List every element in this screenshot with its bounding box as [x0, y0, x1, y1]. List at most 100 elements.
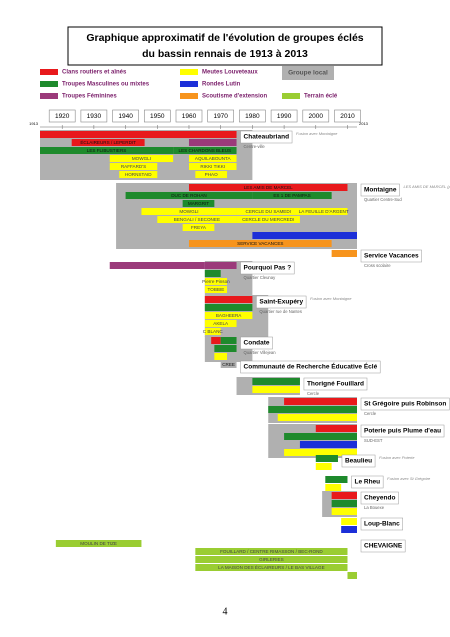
period-bar [277, 414, 357, 421]
group-note: Fusion avec Poterie [379, 455, 415, 460]
legend-swatch [282, 66, 334, 80]
period-bar [299, 208, 348, 215]
period-bar [141, 208, 237, 215]
period-bar [341, 526, 357, 533]
bar-label: LA MAISON DES ÉCLAIREURS / LE BAS VILLAG… [218, 564, 324, 570]
period-bar [40, 147, 174, 154]
decade-box [239, 109, 266, 123]
bar-label: SERVICE VACANCES [237, 241, 283, 246]
bar-label: ES 1 DE PAMPAS [273, 193, 310, 198]
legend-label: Groupe local [288, 70, 328, 77]
legend-swatch [282, 93, 300, 99]
bar-label: CERCLE DU SAMEDI [246, 209, 291, 214]
group-title: Beaulieu [345, 458, 372, 465]
group-title: St Grégoire puis Robinson [364, 401, 446, 408]
x-tick-label: 1930 [87, 113, 102, 120]
decade-box [175, 109, 203, 123]
decade-box [302, 109, 330, 123]
bar-label: MARGRIT [188, 201, 209, 206]
period-bar [119, 171, 158, 178]
bar-label: RAFFARD'S [121, 164, 146, 169]
group-box [360, 424, 445, 438]
period-bar [204, 320, 237, 327]
group-box [360, 539, 406, 553]
bar-label: AQUILABOUNTA [195, 156, 232, 161]
decade-box [207, 109, 234, 123]
legend-label: Scoutisme d'extension [202, 94, 267, 100]
page-number: 4 [223, 606, 228, 617]
group-subtitle: Quartier Cleunay [244, 275, 277, 280]
group-title: Chateaubriand [244, 134, 290, 141]
period-bar [214, 345, 237, 352]
period-bar [252, 378, 300, 385]
group-box [240, 261, 295, 275]
legend-label: Rondes Lutin [202, 82, 241, 88]
decade-box [48, 109, 76, 123]
period-bar [347, 572, 357, 579]
period-bar [195, 564, 348, 571]
period-bar [188, 139, 237, 146]
group-box [360, 491, 399, 505]
group-subtitle: Centre-ville [244, 144, 266, 149]
bar-label: LA FEUILLE D'ARGENT [299, 209, 349, 214]
bar-label: FREYA [191, 225, 207, 230]
group-box [360, 517, 403, 531]
group-box [256, 295, 307, 309]
group-box [240, 360, 381, 374]
period-bar [331, 508, 357, 515]
group-title: Pourquoi Pas ? [244, 265, 292, 272]
bar-label: MOWGLI [132, 156, 151, 161]
legend-swatch [180, 93, 198, 99]
group-title: Montaigne [364, 187, 397, 194]
period-bar [236, 208, 300, 215]
group-title: Service Vacances [364, 253, 419, 260]
period-bar [204, 262, 237, 269]
period-bar [188, 240, 332, 247]
title-box [67, 26, 383, 66]
period-bar [284, 398, 357, 405]
group-note: Fusion avec Montaigne [310, 296, 352, 301]
x-tick-label: 1940 [118, 113, 133, 120]
group-title: Cheyendo [364, 495, 395, 502]
period-bar [188, 163, 237, 170]
period-bar [252, 192, 332, 199]
group-title: Poterie puis Plume d'eau [364, 428, 441, 435]
group-title: Saint-Exupéry [259, 299, 303, 306]
bar-label: PHAO [205, 172, 218, 177]
period-bar [195, 171, 228, 178]
x-tick-label: 2000 [309, 113, 324, 120]
legend-swatch [180, 69, 198, 75]
group-box [240, 336, 273, 350]
period-bar [204, 270, 221, 277]
group-title: Condate [244, 340, 270, 347]
group-subtitle: La Bouexe [364, 505, 385, 510]
bar-label: CERCLE DU MERCREDI [242, 217, 294, 222]
period-bar [204, 328, 221, 335]
period-bar [204, 296, 253, 303]
period-bar [182, 200, 215, 207]
x-tick-label: 1980 [245, 113, 260, 120]
group-box [360, 397, 450, 411]
group-box [351, 475, 384, 489]
x-tick-label: 1990 [277, 113, 292, 120]
group-title: CHEVAIGNE [364, 543, 403, 550]
period-bar [204, 304, 253, 311]
period-bar [315, 455, 338, 462]
bar-label: CREE [222, 362, 235, 367]
period-bar [109, 163, 158, 170]
period-bar [252, 232, 357, 239]
x-tick-label: 1920 [55, 113, 70, 120]
period-bar [204, 278, 228, 285]
period-bar [299, 441, 357, 448]
decade-box [334, 109, 361, 123]
group-subtitle: Cercle [307, 391, 320, 396]
period-bar [173, 147, 237, 154]
period-bar [195, 556, 348, 563]
legend-swatch [40, 81, 58, 87]
group-note: Fusion avec St Grégoire [387, 476, 431, 481]
period-bar [268, 406, 357, 413]
period-bar [40, 131, 237, 138]
bar-label: LES AMIS DE MARCEL [244, 185, 293, 190]
period-bar [325, 476, 348, 483]
